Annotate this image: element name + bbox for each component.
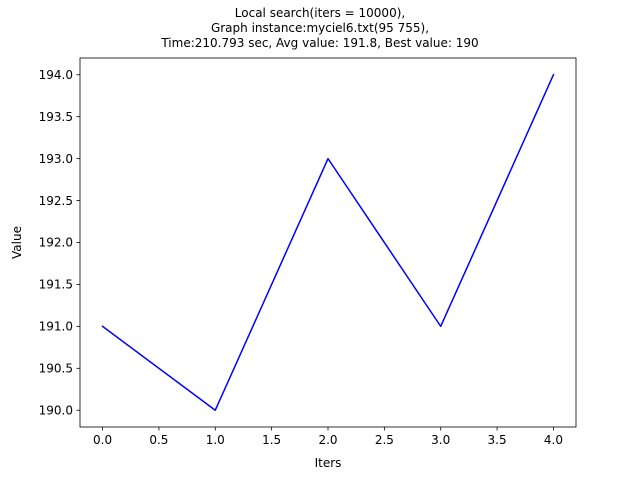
y-tick-label-7: 193.5 [39, 110, 73, 124]
title-line-3: Time:210.793 sec, Avg value: 191.8, Best… [160, 36, 478, 50]
y-tick-label-2: 191.0 [39, 320, 73, 334]
y-tick-label-6: 193.0 [39, 152, 73, 166]
x-tick-label-8: 4.0 [544, 433, 563, 447]
y-tick-label-5: 192.5 [39, 194, 73, 208]
x-axis-label: Iters [315, 456, 342, 470]
y-tick-label-3: 191.5 [39, 278, 73, 292]
y-tick-label-0: 190.0 [39, 403, 73, 417]
x-tick-label-6: 3.0 [431, 433, 450, 447]
y-axis-label: Value [10, 226, 24, 259]
x-axis-ticks: 0.0 0.5 1.0 1.5 2.0 2.5 3.0 3.5 4.0 [93, 427, 563, 447]
y-tick-label-8: 194.0 [39, 68, 73, 82]
y-axis-ticks: 190.0 190.5 191.0 191.5 192.0 192.5 193.0 193.5… [39, 68, 80, 417]
y-tick-label-4: 192.0 [39, 236, 73, 250]
x-tick-label-7: 3.5 [488, 433, 507, 447]
x-tick-label-2: 1.0 [206, 433, 225, 447]
x-tick-label-4: 2.0 [318, 433, 337, 447]
plot-area [80, 58, 576, 427]
x-tick-label-5: 2.5 [375, 433, 394, 447]
x-tick-label-3: 1.5 [262, 433, 281, 447]
chart-title: Local search(iters = 10000), Graph insta… [160, 6, 478, 50]
title-line-1: Local search(iters = 10000), [235, 6, 405, 20]
x-tick-label-0: 0.0 [93, 433, 112, 447]
series-layer [101, 73, 555, 411]
x-tick-label-1: 0.5 [149, 433, 168, 447]
title-line-2: Graph instance:myciel6.txt(95 755), [211, 21, 429, 35]
y-tick-label-1: 190.5 [39, 362, 73, 376]
